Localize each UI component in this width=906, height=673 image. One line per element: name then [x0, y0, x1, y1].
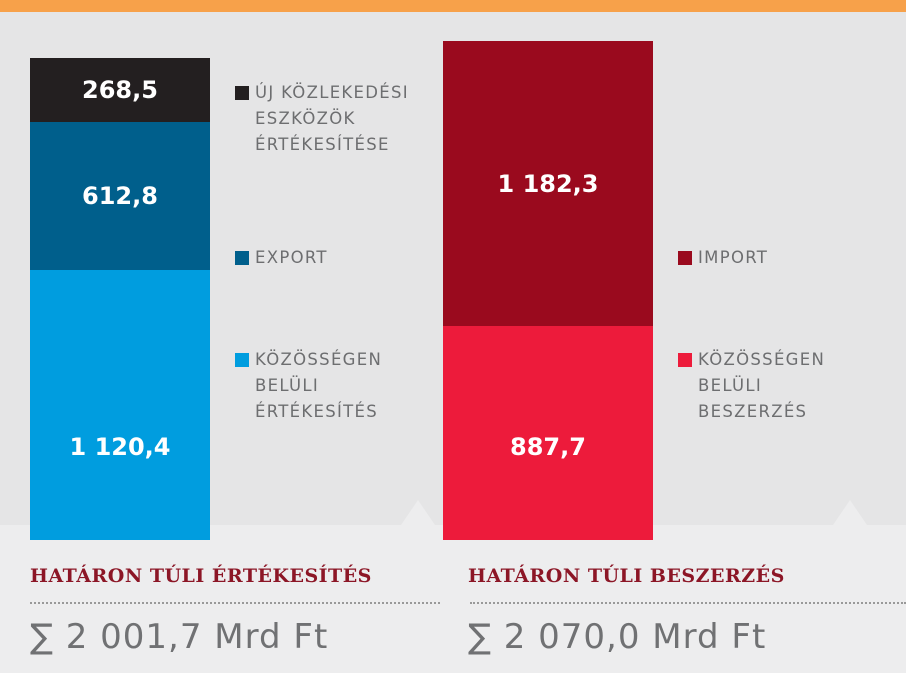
pointer [401, 500, 435, 525]
top-bar [0, 0, 906, 12]
legend-label: EXPORT [255, 248, 328, 267]
bar-segment [443, 326, 653, 540]
value-label: 268,5 [82, 75, 158, 104]
bar-segment [30, 122, 210, 270]
legend-item: ÚJ KÖZLEKEDÉSI ESZKÖZÖK ÉRTÉKESÍTÉSE [235, 80, 409, 158]
legend-swatch [235, 251, 249, 265]
value-label: 612,8 [82, 182, 158, 211]
bar-segment [443, 41, 653, 327]
bar-segment [30, 269, 210, 540]
value-label: 1 182,3 [497, 169, 599, 198]
value-label: 1 120,4 [69, 433, 171, 461]
legend-swatch [678, 353, 692, 367]
pointer [833, 500, 867, 525]
legend-label: ÚJ KÖZLEKEDÉSI ESZKÖZÖK ÉRTÉKESÍTÉSE [255, 83, 409, 154]
value-label: 887,7 [510, 433, 586, 461]
total-label: ∑ 2 001,7 Mrd Ft [30, 617, 329, 657]
legend-item: KÖZÖSSÉGEN BELÜLI ÉRTÉKESÍTÉS [235, 347, 382, 425]
legend-label: IMPORT [698, 248, 769, 267]
legend-item: IMPORT [678, 245, 768, 271]
divider [30, 602, 440, 604]
total-label: ∑ 2 070,0 Mrd Ft [468, 617, 767, 657]
legend-item: KÖZÖSSÉGEN BELÜLI BESZERZÉS [678, 347, 825, 425]
divider [470, 602, 906, 604]
legend-label: KÖZÖSSÉGEN BELÜLI BESZERZÉS [698, 350, 826, 421]
chart-title: HATÁRON TÚLI ÉRTÉKESÍTÉS [30, 565, 372, 587]
bar-segment [30, 57, 210, 123]
legend-item: EXPORT [235, 245, 328, 271]
legend-swatch [235, 353, 249, 367]
legend-swatch [235, 86, 249, 100]
legend-label: KÖZÖSSÉGEN BELÜLI ÉRTÉKESÍTÉS [255, 350, 383, 421]
legend-swatch [678, 251, 692, 265]
chart-title: HATÁRON TÚLI BESZERZÉS [468, 565, 785, 587]
